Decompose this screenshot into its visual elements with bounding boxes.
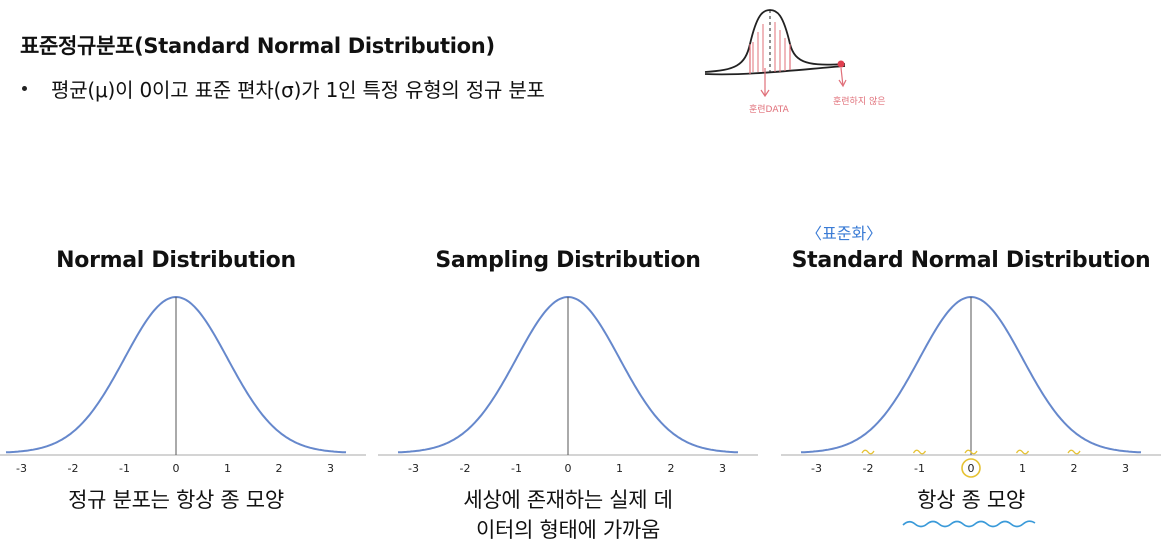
axis-tick-label: -3	[408, 462, 419, 475]
sketch-bell-curve-drawing: 훈련DATA 훈련하지 않은	[704, 9, 886, 115]
axis-tick-label: 3	[1122, 462, 1129, 475]
panel-title: Sampling Distribution	[435, 248, 701, 273]
axis-tick-label: 0	[968, 462, 975, 475]
axis-tick-label: 1	[1019, 462, 1026, 475]
normal-distribution-curve: -3 -2 -1 0 1 2 3	[0, 295, 366, 475]
axis-tick-label: 2	[668, 462, 675, 475]
axis-tick-label: 2	[1071, 462, 1078, 475]
panel-caption: 항상 종 모양	[781, 485, 1161, 515]
panel-title: Normal Distribution	[56, 248, 296, 273]
panel-title: Standard Normal Distribution	[791, 248, 1151, 273]
axis-tick-label: 2	[276, 462, 283, 475]
caption-line: 항상 종 모양	[917, 488, 1025, 512]
definition-text: 평균(μ)이 0이고 표준 편차(σ)가 1인 특정 유형의 정규 분포	[51, 78, 545, 102]
sketch-label-left: 훈련DATA	[749, 103, 790, 115]
normal-distribution-panel: Normal Distribution -3 -2 -1 0 1 2 3 정규 분포는 항상…	[0, 240, 366, 552]
caption-line: 이터의 형태에 가까움	[476, 518, 660, 542]
axis-tick-label: 3	[719, 462, 726, 475]
yellow-scribble-icon	[964, 449, 978, 455]
caption-line: 세상에 존재하는 실제 데	[463, 488, 673, 512]
axis-tick-label: -2	[459, 462, 470, 475]
axis-tick-label: 3	[327, 462, 334, 475]
axis-tick-label: -2	[67, 462, 78, 475]
bullet-icon	[22, 86, 27, 91]
yellow-scribble-icon	[912, 449, 927, 455]
zero-highlight-icon	[961, 458, 981, 478]
axis-tick-label: 0	[173, 462, 180, 475]
axis-tick-label: 1	[224, 462, 231, 475]
definition-bullet: 평균(μ)이 0이고 표준 편차(σ)가 1인 특정 유형의 정규 분포	[22, 74, 545, 103]
wavy-underline-icon	[902, 520, 1036, 528]
yellow-scribble-icon	[1015, 449, 1030, 455]
standard-normal-distribution-panel: Standard Normal Distribution -3 -2 -1 0 1 2 3 …	[781, 240, 1161, 552]
standard-normal-distribution-curve: -3 -2 -1 0 1 2 3	[781, 295, 1161, 478]
axis-tick-label: -1	[511, 462, 522, 475]
page-title: 표준정규분포(Standard Normal Distribution)	[20, 34, 495, 58]
sampling-distribution-curve: -3 -2 -1 0 1 2 3	[378, 295, 758, 475]
axis-tick-label: -1	[914, 462, 925, 475]
axis-tick-label: 0	[565, 462, 572, 475]
axis-tick-label: -2	[862, 462, 873, 475]
standardize-annotation: 〈표준화〉	[806, 224, 883, 243]
sampling-distribution-panel: Sampling Distribution -3 -2 -1 0 1 2 3 세상에 존재하…	[378, 240, 758, 552]
axis-tick-label: 1	[616, 462, 623, 475]
panel-caption: 정규 분포는 항상 종 모양	[0, 485, 366, 515]
yellow-scribble-icon	[1067, 449, 1081, 455]
caption-line: 정규 분포는 항상 종 모양	[68, 488, 284, 512]
yellow-scribble-icon	[861, 449, 875, 455]
axis-tick-label: -3	[811, 462, 822, 475]
axis-tick-label: -3	[16, 462, 27, 475]
sketch-label-right: 훈련하지 않은	[833, 95, 886, 107]
axis-tick-label: -1	[119, 462, 130, 475]
panel-caption: 세상에 존재하는 실제 데 이터의 형태에 가까움	[378, 485, 758, 545]
